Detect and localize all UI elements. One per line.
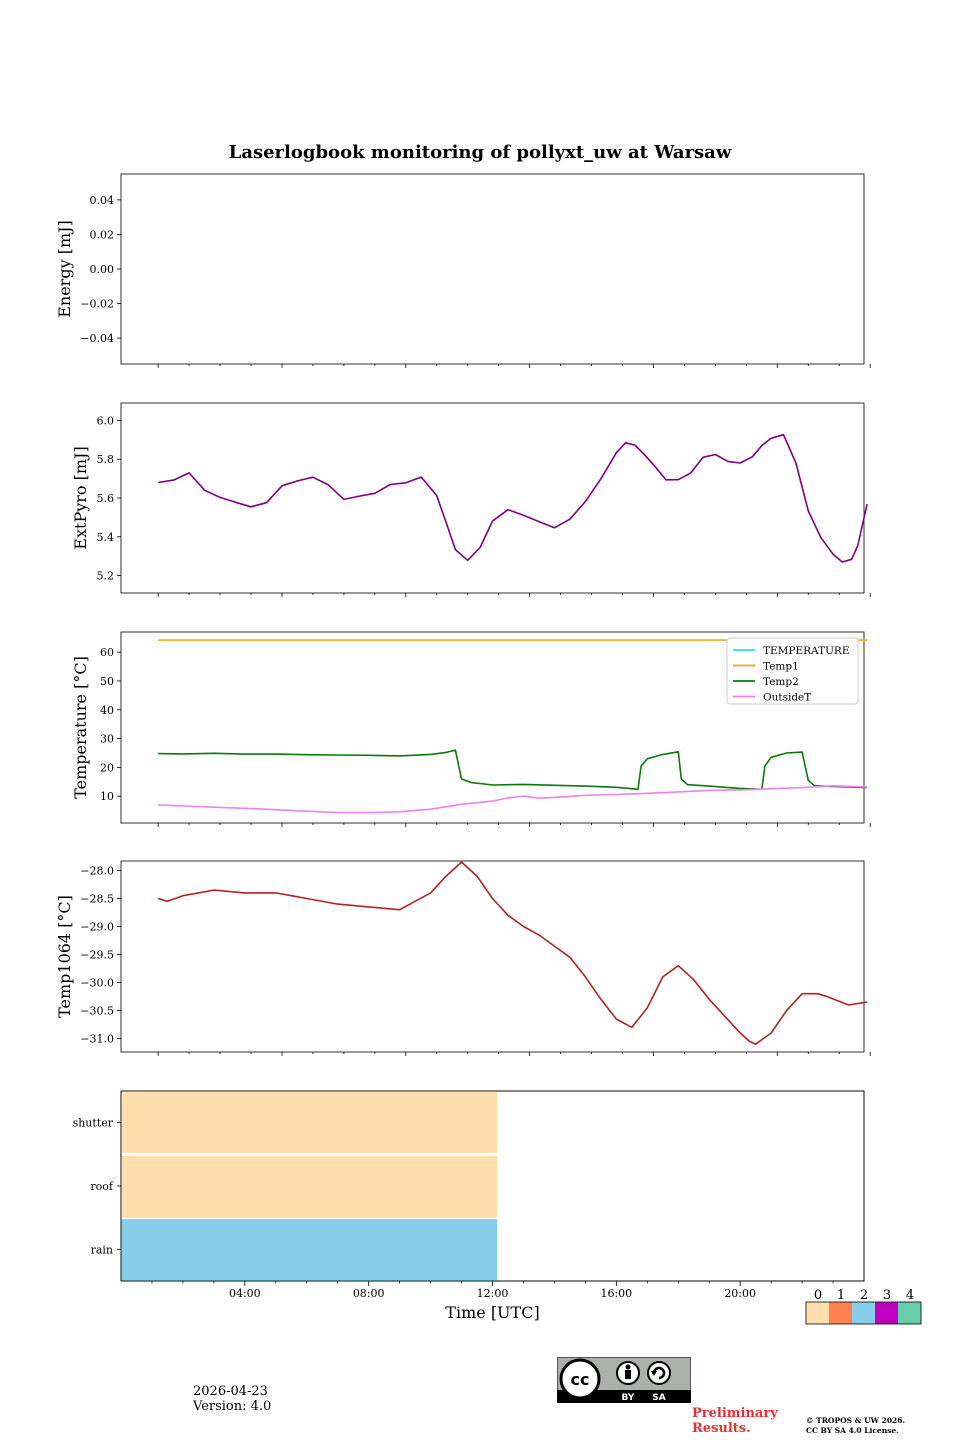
temperature-series-temp2 [158,749,868,791]
date-label: 2026-04-23 [193,1384,268,1399]
colorbar-swatch-1 [829,1302,852,1324]
energy-ytick-label: 0.04 [90,194,115,207]
legend-box [726,637,859,705]
status-row-label-roof: roof [90,1180,114,1193]
panel-energy: 0.04 0.02 0.00 −0.02 −0.04 Energy [mJ] [55,173,871,368]
x-axis-label: Time [UTC] [445,1303,539,1322]
preliminary-line-1: Preliminary [692,1406,778,1421]
by-label: BY [622,1393,635,1403]
temp1064-ytick-label: −28.0 [80,865,114,878]
colorbar-swatch-4 [898,1302,921,1324]
temp1064-series-temp1064 [157,861,868,1045]
share-alike-icon [647,1361,671,1385]
temperature-ytick-label: 10 [100,790,114,803]
extpyro-ytick-label: 6.0 [97,414,115,427]
energy-ytick-label: −0.02 [80,298,114,311]
status-xtick-label: 08:00 [353,1287,385,1300]
colorbar-swatch-0 [806,1302,829,1324]
extpyro-ytick-label: 5.2 [97,570,115,583]
extpyro-ytick-label: 5.8 [97,453,115,466]
extpyro-series-extpyro [158,433,868,563]
status-segment-roof [121,1155,498,1218]
energy-ytick-label: 0.00 [90,263,115,276]
temp1064-ytick-label: −30.5 [80,1005,114,1018]
colorbar-swatch-2 [852,1302,875,1324]
copyright-note: © TROPOS & UW 2026. CC BY SA 4.0 License… [806,1416,905,1436]
legend-label-temp2: Temp2 [763,676,799,688]
temp1064-ytick-label: −28.5 [80,893,114,906]
temperature-ytick-label: 60 [100,646,114,659]
colorbar-swatch-3 [875,1302,898,1324]
extpyro-axes-frame [120,402,865,594]
temperature-ytick-label: 40 [100,704,114,717]
temp1064-ytick-label: −30.0 [80,977,114,990]
status-row-label-shutter: shutter [73,1117,114,1130]
temperature-ylabel: Temperature [°C] [71,656,90,799]
colorbar-frame [805,1301,922,1325]
panel-extpyro: 6.0 5.8 5.6 5.4 5.2 ExtPyro [mJ] [71,402,871,597]
temperature-ytick-label: 20 [100,761,114,774]
temperature-ytick-label: 30 [100,733,114,746]
colorbar-label-2: 2 [860,1288,868,1303]
status-row-label-rain: rain [91,1243,113,1256]
status-segment-shutter [121,1091,498,1153]
preliminary-line-2: Results. [692,1421,751,1436]
energy-ylabel: Energy [mJ] [55,220,74,318]
colorbar-label-4: 4 [906,1288,914,1303]
cc-icon [559,1358,601,1400]
colorbar-label-3: 3 [883,1288,891,1303]
temp1064-axes-frame [120,860,865,1053]
status-xtick-label: 20:00 [724,1287,756,1300]
colorbar-label-0: 0 [814,1288,822,1303]
status-xtick-label: 04:00 [229,1287,261,1300]
temperature-legend: TEMPERATURE Temp1 Temp2 OutsideT [726,637,859,705]
extpyro-ytick-label: 5.4 [97,531,115,544]
figure-title: Laserlogbook monitoring of pollyxt_uw at… [229,142,732,163]
legend-label-temp1: Temp1 [763,661,799,673]
colorbar-label-1: 1 [837,1288,845,1303]
chart-panels: 0.04 0.02 0.00 −0.02 −0.04 Energy [mJ] 6.0 5.8 5… [55,173,922,1325]
copyright-line-2: CC BY SA 4.0 License. [806,1426,899,1435]
copyright-line-1: © TROPOS & UW 2026. [806,1416,906,1425]
energy-ytick-label: 0.02 [90,228,115,241]
energy-ytick-label: −0.04 [80,332,114,345]
temp1064-ytick-label: −29.5 [80,949,114,962]
energy-axes-frame [120,173,865,365]
status-segment-rain [121,1219,498,1281]
temp1064-ylabel: Temp1064 [°C] [55,895,74,1018]
date-version-block: 2026-04-23 Version: 4.0 [193,1384,271,1414]
panel-status: shutter roof rain 04:00 08:00 12:00 16:00 20:00… [73,1090,922,1325]
cc-by-sa-license-badge: cc BY SA [557,1357,691,1403]
status-xtick-label: 12:00 [477,1287,509,1300]
temp1064-ytick-label: −31.0 [80,1033,114,1046]
sa-label: SA [652,1393,665,1403]
cc-icon-label: cc [571,1370,590,1389]
legend-label-temperature: TEMPERATURE [763,645,850,657]
status-xtick-label: 16:00 [600,1287,632,1300]
extpyro-ytick-label: 5.6 [97,492,115,505]
temp1064-ytick-label: −29.0 [80,921,114,934]
extpyro-ylabel: ExtPyro [mJ] [71,446,90,549]
version-label: Version: 4.0 [193,1399,272,1414]
panel-temp1064: −28.0 −28.5 −29.0 −29.5 −30.0 −30.5 −31.0 Temp1… [55,860,871,1056]
temperature-series-outsidet [158,784,868,814]
temperature-ytick-label: 50 [100,675,114,688]
preliminary-results-note: Preliminary Results. [692,1406,778,1436]
legend-label-outsidet: OutsideT [763,692,811,704]
